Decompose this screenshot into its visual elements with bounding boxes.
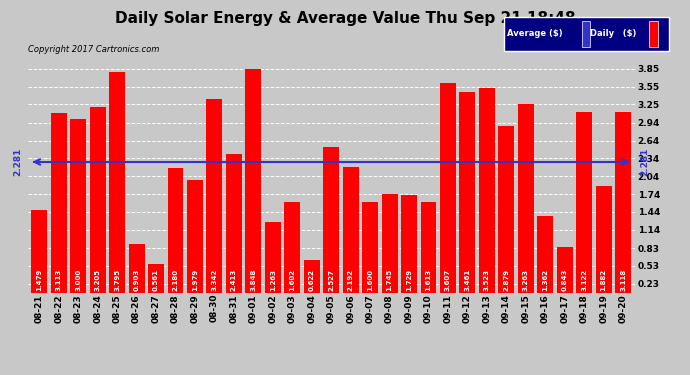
- Text: 2.281: 2.281: [640, 148, 650, 176]
- Text: 1.600: 1.600: [367, 269, 373, 291]
- Text: Average ($): Average ($): [507, 29, 563, 38]
- Bar: [304, 260, 319, 297]
- Bar: [498, 126, 514, 297]
- Bar: [362, 202, 378, 297]
- Text: Daily Solar Energy & Average Value Thu Sep 21 18:48: Daily Solar Energy & Average Value Thu S…: [115, 11, 575, 26]
- Text: 1.882: 1.882: [601, 269, 607, 291]
- Bar: [226, 154, 242, 297]
- Text: 1.263: 1.263: [270, 269, 276, 291]
- Bar: [206, 99, 222, 297]
- Bar: [576, 112, 592, 297]
- Bar: [420, 202, 437, 297]
- Bar: [51, 112, 67, 297]
- Text: 3.795: 3.795: [114, 269, 120, 291]
- Text: 3.118: 3.118: [620, 269, 626, 291]
- Bar: [148, 264, 164, 297]
- Bar: [284, 202, 300, 297]
- Bar: [382, 194, 397, 297]
- Text: 3.848: 3.848: [250, 269, 257, 291]
- Bar: [31, 210, 47, 297]
- Bar: [615, 112, 631, 297]
- Bar: [265, 222, 281, 297]
- Text: 1.745: 1.745: [386, 269, 393, 291]
- Text: 1.362: 1.362: [542, 269, 549, 291]
- Text: 3.205: 3.205: [95, 269, 101, 291]
- Bar: [187, 180, 203, 297]
- Text: 1.613: 1.613: [426, 269, 431, 291]
- Text: 2.192: 2.192: [348, 269, 354, 291]
- Text: 0.843: 0.843: [562, 269, 568, 291]
- Bar: [343, 167, 359, 297]
- Text: 3.607: 3.607: [445, 269, 451, 291]
- Text: 3.113: 3.113: [56, 269, 61, 291]
- Bar: [538, 216, 553, 297]
- Text: 2.879: 2.879: [503, 269, 509, 291]
- Text: 1.479: 1.479: [37, 269, 42, 291]
- Bar: [323, 147, 339, 297]
- Bar: [401, 195, 417, 297]
- Bar: [70, 119, 86, 297]
- Bar: [109, 72, 125, 297]
- Bar: [246, 69, 262, 297]
- Text: 0.622: 0.622: [308, 270, 315, 291]
- Text: Copyright 2017 Cartronics.com: Copyright 2017 Cartronics.com: [28, 45, 159, 54]
- Bar: [557, 247, 573, 297]
- Bar: [440, 83, 456, 297]
- Text: 3.000: 3.000: [75, 269, 81, 291]
- Text: 1.729: 1.729: [406, 269, 412, 291]
- Text: 3.342: 3.342: [211, 269, 217, 291]
- Text: 2.281: 2.281: [12, 148, 22, 176]
- Text: 2.527: 2.527: [328, 270, 334, 291]
- Text: 1.602: 1.602: [289, 269, 295, 291]
- Text: 3.122: 3.122: [581, 269, 587, 291]
- Bar: [168, 168, 184, 297]
- Bar: [595, 186, 611, 297]
- Text: 3.263: 3.263: [523, 269, 529, 291]
- Bar: [479, 88, 495, 297]
- Text: 3.461: 3.461: [464, 269, 471, 291]
- Bar: [90, 107, 106, 297]
- Text: 0.903: 0.903: [134, 269, 139, 291]
- Text: Daily   ($): Daily ($): [590, 29, 636, 38]
- Text: 2.413: 2.413: [231, 269, 237, 291]
- Text: 0.561: 0.561: [153, 269, 159, 291]
- Bar: [460, 92, 475, 297]
- Text: 1.979: 1.979: [192, 269, 198, 291]
- Text: 2.180: 2.180: [172, 269, 179, 291]
- Bar: [128, 244, 145, 297]
- Bar: [518, 104, 534, 297]
- Text: 3.523: 3.523: [484, 269, 490, 291]
